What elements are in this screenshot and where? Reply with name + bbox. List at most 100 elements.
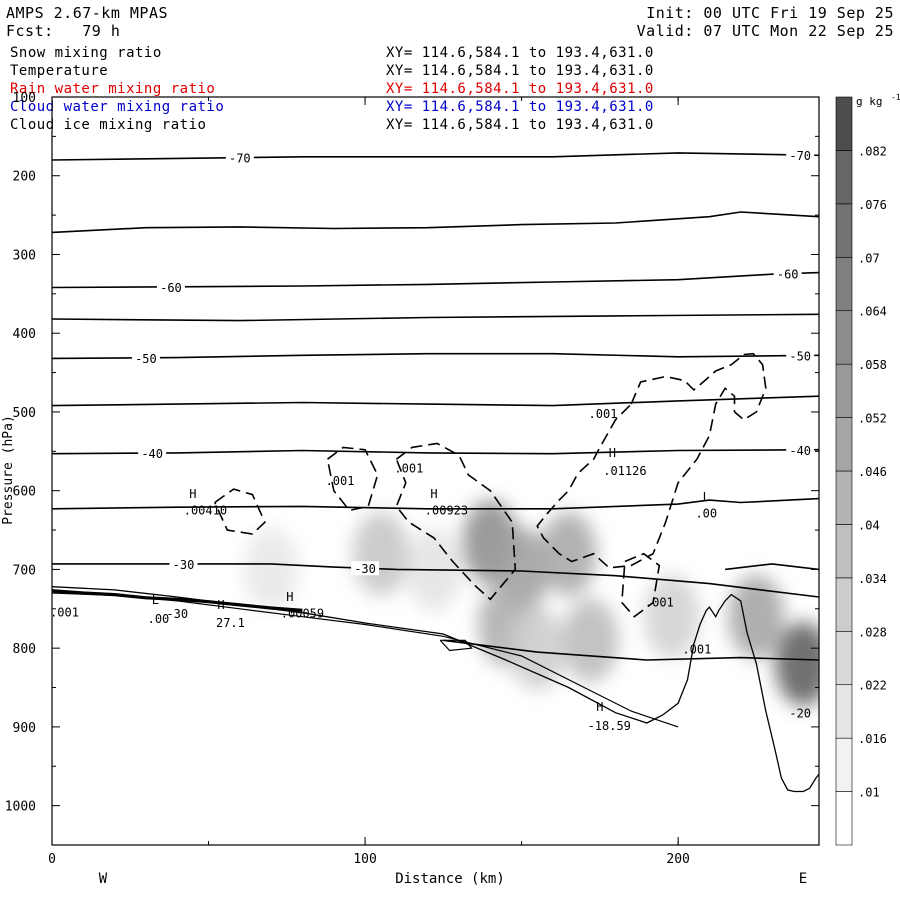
point-label-22: -18.59 (588, 719, 631, 733)
temperature-low-line-0 (52, 592, 679, 728)
snow-shade-10 (728, 574, 785, 659)
legend-xy-temperature: XY= 114.6,584.1 to 193.4,631.0 (386, 63, 654, 79)
temperature-label-4-1: -50 (789, 349, 811, 363)
temperature-label-8-0: -30 (173, 558, 195, 572)
colorbar-tick-9: .064 (858, 305, 887, 319)
cloud-ice-contour-0 (326, 446, 379, 512)
y-tick-label-6: 700 (13, 563, 36, 578)
colorbar-swatch-7 (835, 417, 853, 472)
legend-xy-rain: XY= 114.6,584.1 to 193.4,631.0 (386, 81, 654, 97)
temperature-contour-5 (52, 395, 819, 407)
temperature-contour-3 (52, 313, 819, 322)
forecast-hour: Fcst: 79 h (6, 22, 121, 40)
point-label-3: .00923 (425, 503, 468, 517)
point-label-20: .001 (50, 606, 79, 620)
axes: 100 200 300 400 500 600 700 800 900 1000 0 100 200 (5, 91, 819, 867)
colorbar-tick-0: .01 (858, 786, 880, 800)
temperature-contour-10 (725, 563, 819, 571)
cloud-ice-contour-2 (214, 488, 266, 535)
temperature-contours (52, 152, 819, 661)
y-tick-label-0: 100 (13, 91, 36, 106)
legend-name-temperature: Temperature (10, 63, 109, 79)
y-tick-label-3: 400 (13, 327, 36, 342)
temperature-contour-9 (443, 639, 819, 661)
temperature-label-2-0: -60 (160, 281, 182, 295)
point-label-9: .001 (394, 462, 423, 476)
y-tick-label-8: 900 (13, 721, 36, 736)
snow-shade-3 (562, 598, 619, 683)
point-label-6: L (703, 490, 710, 504)
legend-name-rain: Rain water mixing ratio (10, 81, 216, 97)
colorbar-tick-4: .034 (858, 572, 887, 586)
colorbar-swatch-6 (835, 470, 853, 525)
snow-shade-11 (243, 527, 300, 612)
point-label-7: .00 (695, 506, 717, 520)
x-tick-label-1: 100 (353, 852, 376, 867)
colorbar-tick-11: .076 (858, 198, 887, 212)
point-label-23: -20 (789, 706, 811, 720)
init-time: Init: 00 UTC Fri 19 Sep 25 (646, 4, 894, 22)
colorbar-tick-1: .016 (858, 732, 887, 746)
colorbar-swatch-5 (835, 524, 853, 579)
terrain-pocket (439, 639, 473, 652)
terrain (52, 586, 819, 793)
colorbar-unit: g kg (856, 95, 883, 108)
snow-shading (243, 499, 819, 706)
east-label: E (799, 871, 807, 887)
snow-shade-6 (352, 511, 409, 596)
temperature-label-6-0: -40 (141, 447, 163, 461)
x-axis-label: Distance (km) (395, 871, 505, 887)
model-title: AMPS 2.67-km MPAS (6, 4, 169, 22)
point-label-11: .001 (645, 595, 674, 609)
cloud-ice-contour-4 (620, 552, 661, 618)
temperature-contour-8 (52, 563, 819, 598)
legend-xy-cloud-water: XY= 114.6,584.1 to 193.4,631.0 (386, 99, 654, 115)
legend-xy-cloud-ice: XY= 114.6,584.1 to 193.4,631.0 (386, 117, 654, 133)
point-label-13: L (152, 593, 159, 607)
colorbar-swatch-0 (835, 791, 853, 846)
point-label-19: .00059 (281, 606, 324, 620)
valid-time: Valid: 07 UTC Mon 22 Sep 25 (636, 22, 894, 40)
colorbar-swatch-3 (835, 630, 853, 686)
colorbar-tick-5: .04 (858, 518, 880, 532)
y-tick-label-9: 1000 (5, 800, 36, 815)
temperature-contour-7 (52, 497, 819, 510)
point-label-15: -30 (166, 607, 188, 621)
y-tick-label-2: 300 (13, 248, 36, 263)
colorbar-tick-6: .046 (858, 465, 887, 479)
legend-name-cloud-ice: Cloud ice mixing ratio (10, 117, 207, 133)
colorbar-tick-2: .022 (858, 679, 887, 693)
colorbar-unit-superscript: -1 (891, 93, 900, 102)
temperature-label-2-1: -60 (777, 268, 799, 282)
legend-name-cloud-water: Cloud water mixing ratio (10, 99, 225, 115)
colorbar-tick-8: .058 (858, 358, 887, 372)
temperature-label-0-1: -70 (789, 149, 811, 163)
y-tick-label-4: 500 (13, 406, 36, 421)
temperature-contour-6 (52, 448, 819, 455)
colorbar-swatch-9 (835, 310, 853, 365)
point-label-8: .001 (326, 474, 355, 488)
point-label-14: .00 (148, 612, 170, 626)
point-label-5: .01126 (603, 464, 646, 478)
x-tick-label-2: 200 (666, 852, 689, 867)
colorbar-tick-10: .07 (858, 251, 880, 265)
temperature-contour-4 (52, 352, 819, 360)
cloud-ice-contour-3 (536, 352, 767, 569)
snow-shade-2 (540, 511, 597, 596)
cloud-ice-contour-1 (395, 442, 517, 601)
point-label-12: .001 (682, 643, 711, 657)
colorbar-swatch-11 (835, 203, 853, 258)
temperature-label-0-0: -70 (229, 152, 251, 166)
x-tick-label-0: 0 (48, 852, 56, 867)
snow-shade-5 (509, 606, 566, 691)
terrain-line-bold (52, 589, 303, 612)
colorbar-swatch-4 (835, 577, 853, 632)
cloud-ice-contours (214, 352, 767, 618)
legend-name-snow: Snow mixing ratio (10, 45, 162, 61)
colorbar: .01 .016 .022 .028 .034 .04 .046 .052 .058 .064 .0… (835, 93, 900, 846)
point-label-16: H (217, 598, 224, 612)
colorbar-swatch-13 (835, 96, 853, 151)
terrain-line (52, 586, 819, 793)
west-label: W (99, 871, 108, 887)
